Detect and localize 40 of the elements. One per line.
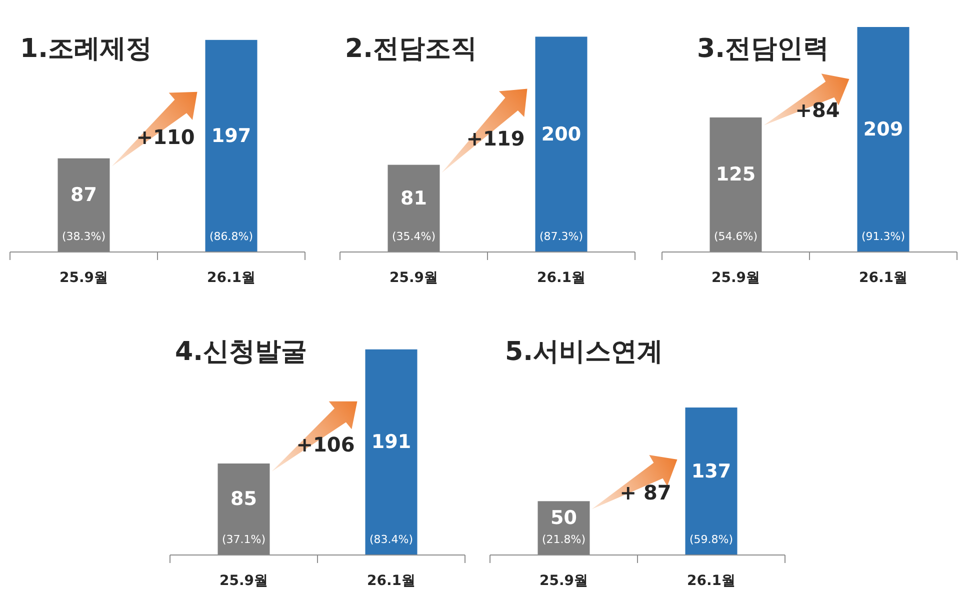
x-tick-label: 25.9월 bbox=[711, 270, 760, 286]
annotation: (21.8%) bbox=[542, 533, 586, 546]
chart-title: 5.서비스연계 bbox=[505, 337, 663, 367]
annotation: (86.8%) bbox=[209, 230, 254, 243]
annotation: (54.6%) bbox=[714, 230, 758, 243]
annotation: + 87 bbox=[620, 480, 672, 504]
annotation: +84 bbox=[795, 98, 840, 122]
annotation: +110 bbox=[136, 125, 195, 150]
x-tick-label: 25.9월 bbox=[219, 573, 268, 589]
x-tick-label: 26.1월 bbox=[206, 270, 256, 286]
x-tick-label: 25.9월 bbox=[539, 573, 588, 589]
x-tick-label: 26.1월 bbox=[858, 270, 908, 286]
data-label: 200 bbox=[541, 123, 582, 146]
annotation: (83.4%) bbox=[369, 533, 414, 546]
x-tick-label: 26.1월 bbox=[366, 573, 416, 589]
data-label: 85 bbox=[230, 488, 257, 510]
chart-title: 3.전담인력 bbox=[697, 34, 829, 64]
annotation: (37.1%) bbox=[222, 533, 266, 546]
annotation: (38.3%) bbox=[62, 230, 106, 243]
data-label: 197 bbox=[211, 124, 252, 147]
annotation: (91.3%) bbox=[861, 230, 906, 243]
annotation: +106 bbox=[296, 432, 355, 456]
x-tick-label: 25.9월 bbox=[389, 270, 438, 286]
chart-title: 2.전담조직 bbox=[345, 34, 477, 64]
x-tick-label: 25.9월 bbox=[59, 270, 108, 286]
data-label: 209 bbox=[863, 118, 904, 140]
x-tick-label: 26.1월 bbox=[536, 270, 586, 286]
annotation: (35.4%) bbox=[392, 230, 436, 243]
chart-title: 1.조례제정 bbox=[20, 34, 152, 64]
data-label: 50 bbox=[550, 507, 577, 530]
annotation: +119 bbox=[466, 126, 525, 151]
chart-title: 4.신청발굴 bbox=[175, 337, 307, 367]
data-label: 137 bbox=[691, 460, 732, 482]
data-label: 191 bbox=[371, 431, 412, 454]
data-label: 81 bbox=[400, 187, 427, 210]
x-tick-label: 26.1월 bbox=[686, 573, 736, 589]
data-label: 87 bbox=[70, 184, 97, 206]
annotation: (59.8%) bbox=[689, 533, 734, 546]
annotation: (87.3%) bbox=[539, 230, 584, 243]
data-label: 125 bbox=[716, 164, 756, 186]
